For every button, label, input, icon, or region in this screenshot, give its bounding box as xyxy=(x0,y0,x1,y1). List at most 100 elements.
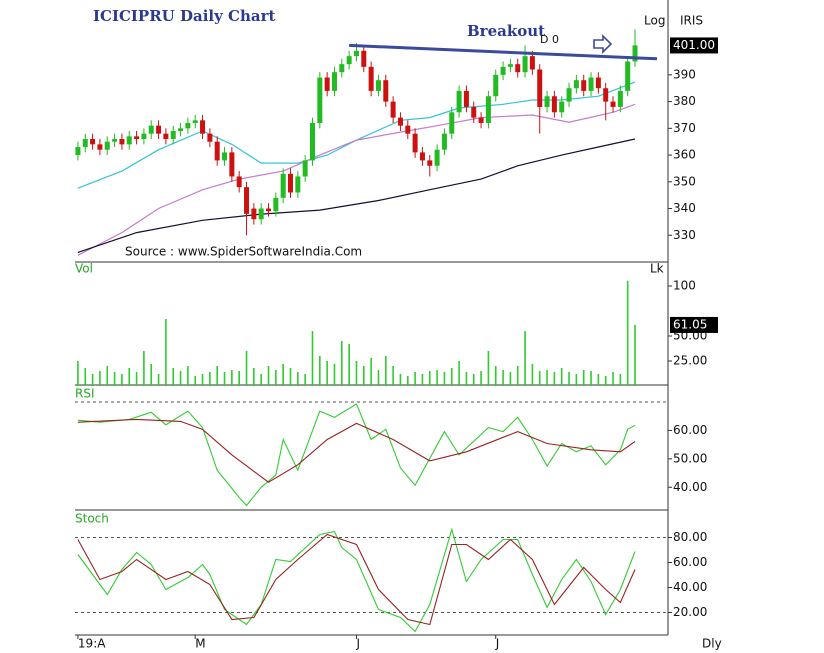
candle-body xyxy=(112,139,118,142)
volume-bar xyxy=(428,371,431,386)
y-tick-label: 360 xyxy=(673,148,696,162)
candle-body xyxy=(595,77,601,89)
candle-body xyxy=(368,66,374,91)
period-label: Dly xyxy=(702,637,722,651)
candle-body xyxy=(295,176,301,193)
candle-body xyxy=(141,133,147,140)
volume-bar xyxy=(568,372,570,386)
candle-body xyxy=(529,56,535,70)
volume-bar xyxy=(363,366,365,386)
volume-bar xyxy=(106,366,109,386)
candle-body xyxy=(544,96,550,107)
volume-bar xyxy=(472,374,475,386)
candle-body xyxy=(566,88,572,102)
panel-title: RSI xyxy=(75,387,95,401)
moving-average xyxy=(77,138,636,253)
candle-body xyxy=(383,80,389,102)
y-tick-label: 60.00 xyxy=(673,423,707,437)
candle-body xyxy=(632,45,638,62)
candle-body xyxy=(434,149,440,166)
candle-body xyxy=(273,197,279,212)
candle-body xyxy=(82,139,88,148)
x-tick-label: J xyxy=(355,637,360,651)
candle-body xyxy=(170,131,176,140)
y-tick-label: 40.00 xyxy=(673,480,707,494)
candle-body xyxy=(485,96,491,123)
candle-body xyxy=(317,77,323,123)
y-tick-label: 100 xyxy=(673,279,696,293)
volume-bar xyxy=(128,368,131,386)
candle-body xyxy=(266,208,272,212)
candle-body xyxy=(456,90,462,113)
candle-body xyxy=(405,125,411,134)
candle-body xyxy=(244,187,250,214)
volume-bar xyxy=(414,372,416,386)
candle-body xyxy=(478,117,484,123)
candle-body xyxy=(500,66,506,75)
volume-bar xyxy=(612,372,614,386)
volume-bar xyxy=(267,366,270,386)
candle-body xyxy=(302,160,308,177)
volume-bar xyxy=(634,324,636,386)
volume-bar xyxy=(626,281,629,386)
volume-bar xyxy=(450,368,453,386)
candle-body xyxy=(288,173,294,193)
volume-bar xyxy=(304,374,306,386)
volume-bar xyxy=(494,366,497,386)
candle-body xyxy=(397,117,403,126)
volume-bar xyxy=(458,361,460,386)
volume-bar xyxy=(91,374,94,386)
chart-title: ICICIPRU Daily Chart xyxy=(93,7,276,25)
annotation: D 0 xyxy=(540,33,559,46)
x-tick-label: M xyxy=(195,637,205,651)
candle-body xyxy=(625,61,631,91)
candle-body xyxy=(522,56,528,73)
source: Source : www.SpiderSoftwareIndia.Com xyxy=(125,245,362,259)
candle-body xyxy=(339,64,345,73)
candle-body xyxy=(463,90,469,107)
volume-bar xyxy=(275,370,277,386)
y-tick-label: 380 xyxy=(673,94,696,108)
volume-bar xyxy=(384,356,387,386)
volume-bar xyxy=(231,370,233,386)
volume-bar xyxy=(538,371,541,386)
last-value-label: 61.05 xyxy=(673,317,707,331)
volume-bar xyxy=(194,376,197,386)
last-value-box xyxy=(670,316,718,333)
volume-bar xyxy=(487,351,490,386)
volume-bar xyxy=(289,368,292,386)
candle-body xyxy=(419,152,425,161)
volume-bar xyxy=(553,372,556,386)
volume-bar xyxy=(326,361,328,386)
volume-bar xyxy=(480,371,482,386)
candle-body xyxy=(148,125,154,134)
y-tick-label: 370 xyxy=(673,121,696,135)
last-value-label: 401.00 xyxy=(673,38,715,52)
candle-body xyxy=(573,80,579,89)
candle-body xyxy=(361,50,367,67)
candle-body xyxy=(471,106,477,118)
indicator-line xyxy=(77,418,636,483)
volume-bar xyxy=(99,371,101,386)
candle-body xyxy=(97,144,103,150)
candle-body xyxy=(280,173,286,198)
volume-bar xyxy=(165,319,167,386)
volume-bar xyxy=(157,374,160,386)
volume-bar xyxy=(575,374,578,386)
volume-bar xyxy=(546,370,548,386)
volume-bar xyxy=(282,364,284,386)
volume-bar xyxy=(311,331,314,386)
volume-bar xyxy=(619,374,622,386)
candle-body xyxy=(375,80,381,91)
volume-bar xyxy=(436,370,438,386)
y-tick-label: 50.00 xyxy=(673,451,707,465)
trendline xyxy=(349,43,658,61)
volume-bar xyxy=(209,372,211,386)
candle-body xyxy=(309,122,315,161)
volume-bar xyxy=(143,351,145,386)
candle-body xyxy=(75,147,81,156)
candle-body xyxy=(559,101,565,113)
x-tick-label: 19:A xyxy=(78,637,106,651)
moving-average xyxy=(77,103,636,256)
candle-body xyxy=(610,101,616,107)
